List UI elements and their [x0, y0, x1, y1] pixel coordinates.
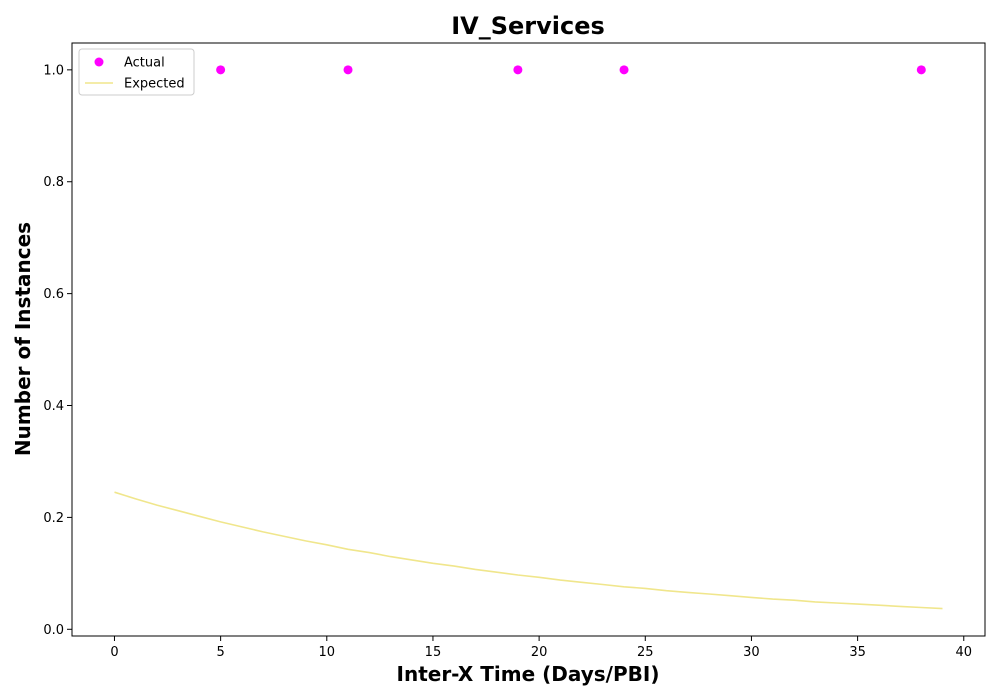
x-tick-label: 10: [319, 645, 336, 660]
actual-point: [216, 65, 226, 75]
x-tick-label: 35: [849, 645, 866, 660]
actual-point: [513, 65, 523, 75]
legend-label: Expected: [124, 77, 185, 92]
legend-label: Actual: [124, 56, 165, 71]
legend: Actual Expected: [78, 48, 195, 96]
x-axis: 0 5 10 15 20 25 30 35 40: [110, 636, 972, 660]
y-axis: 0.0 0.2 0.4 0.6 0.8 1.0: [43, 63, 72, 638]
x-tick-label: 0: [110, 645, 118, 660]
y-tick-label: 0.8: [43, 175, 64, 190]
y-axis-label: Number of Instances: [11, 222, 35, 456]
x-tick-label: 25: [637, 645, 654, 660]
actual-point: [343, 65, 353, 75]
y-tick-label: 1.0: [43, 63, 64, 78]
actual-point: [916, 65, 926, 75]
x-tick-label: 5: [216, 645, 224, 660]
x-tick-label: 15: [425, 645, 442, 660]
chart-title: IV_Services: [451, 12, 605, 40]
plot-area: [114, 65, 943, 610]
actual-point: [619, 65, 629, 75]
x-tick-label: 20: [531, 645, 548, 660]
y-tick-label: 0.6: [43, 287, 64, 302]
x-tick-label: 40: [955, 645, 972, 660]
y-tick-label: 0.2: [43, 511, 64, 526]
plot-frame: [71, 42, 986, 637]
legend-marker-actual: [94, 57, 104, 67]
y-tick-label: 0.4: [43, 399, 64, 414]
y-tick-label: 0.0: [43, 623, 64, 638]
x-tick-label: 30: [743, 645, 760, 660]
x-axis-label: Inter-X Time (Days/PBI): [397, 662, 660, 686]
expected-line: [114, 491, 943, 610]
